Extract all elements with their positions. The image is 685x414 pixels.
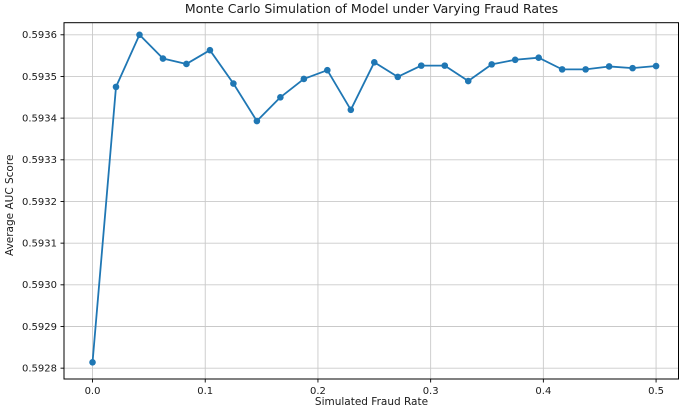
plot-background — [64, 22, 679, 379]
y-tick-label: 0.5932 — [22, 197, 57, 208]
data-point — [300, 75, 308, 83]
data-point — [347, 106, 355, 114]
data-point — [582, 66, 589, 73]
data-point — [324, 66, 331, 74]
data-point — [535, 54, 542, 61]
x-tick-label: 0.5 — [648, 386, 664, 397]
data-point — [605, 63, 613, 70]
y-tick-label: 0.5929 — [22, 322, 57, 333]
y-tick-label: 0.5930 — [22, 280, 57, 291]
data-point — [183, 60, 190, 68]
x-tick-label: 0.2 — [310, 386, 326, 397]
x-tick-label: 0.4 — [535, 386, 551, 397]
y-tick-label: 0.5934 — [22, 114, 57, 125]
data-point — [394, 73, 402, 81]
chart-title: Monte Carlo Simulation of Model under Va… — [184, 1, 559, 16]
y-tick-label: 0.5935 — [22, 72, 57, 83]
data-point — [417, 62, 425, 69]
data-point — [464, 77, 472, 85]
data-point — [112, 83, 120, 91]
data-point — [511, 56, 519, 64]
x-tick-label: 0.0 — [85, 386, 101, 397]
x-tick-label: 0.1 — [197, 386, 213, 397]
data-point — [370, 58, 378, 66]
y-tick-label: 0.5933 — [22, 155, 57, 166]
data-point — [230, 80, 237, 87]
data-point — [253, 117, 261, 125]
data-point — [277, 93, 284, 101]
data-point — [652, 62, 660, 70]
y-tick-label: 0.5936 — [22, 30, 57, 41]
y-tick-label: 0.5928 — [22, 364, 57, 375]
data-point — [206, 46, 214, 54]
axes-spines — [63, 22, 679, 380]
x-axis-label: Simulated Fraud Rate — [314, 396, 429, 408]
data-point — [558, 66, 566, 73]
data-point — [488, 61, 496, 68]
y-axis-label: Average AUC Score — [4, 154, 16, 256]
y-tick-label: 0.5931 — [22, 239, 57, 250]
data-point — [441, 62, 449, 69]
data-point — [159, 55, 167, 62]
data-point — [89, 359, 96, 366]
data-point — [136, 31, 143, 39]
data-point — [629, 64, 636, 72]
x-tick-label: 0.3 — [423, 386, 439, 397]
